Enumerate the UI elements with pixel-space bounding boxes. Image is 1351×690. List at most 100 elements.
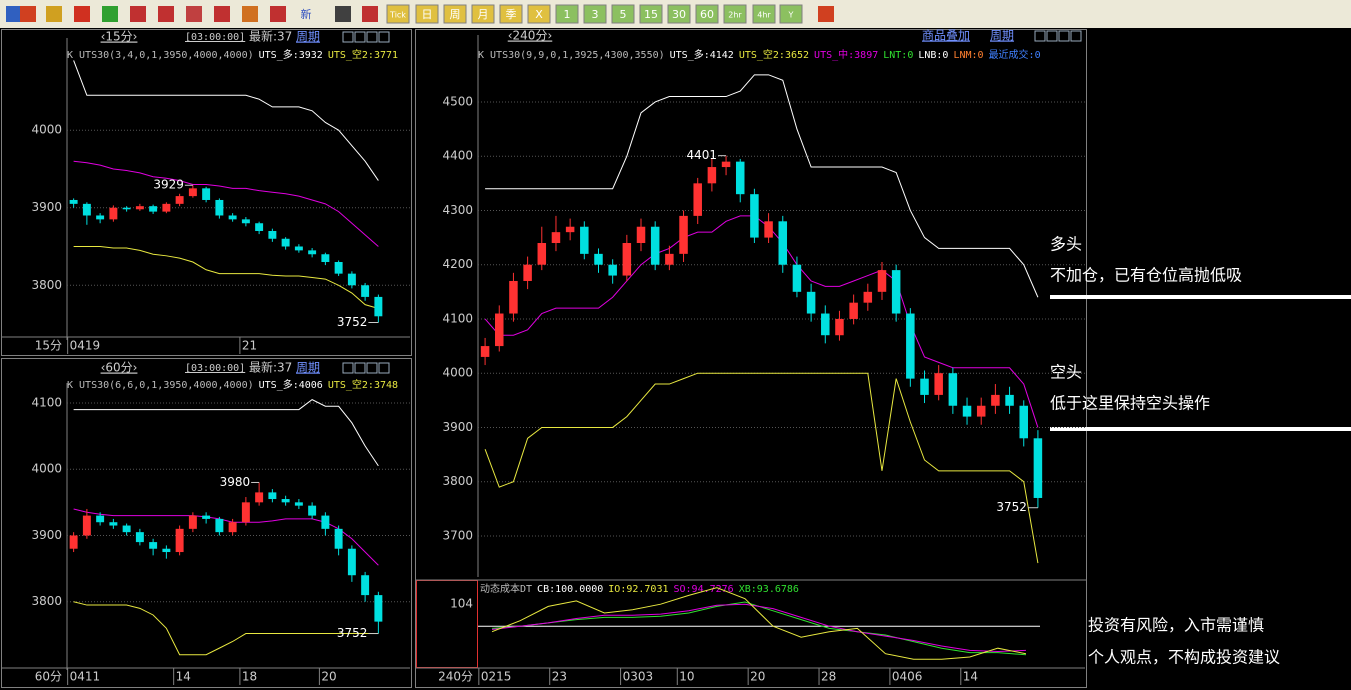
window-button[interactable] (1070, 30, 1082, 42)
candle-body (202, 188, 211, 200)
panel-border (415, 29, 1087, 688)
toolbar-button[interactable] (639, 4, 663, 24)
x-tick-label: 21 (242, 339, 257, 353)
x-tick-label: 10 (679, 670, 694, 684)
window-button[interactable] (354, 362, 366, 374)
low-label: 3752 (337, 626, 368, 640)
toolbar-button[interactable] (667, 4, 691, 24)
candle-body (162, 548, 171, 553)
y-tick-label: 4000 (442, 366, 473, 380)
candle-body (202, 515, 211, 519)
toolbar-button[interactable] (555, 4, 579, 24)
candle-body (228, 215, 237, 220)
toolbar-button[interactable] (499, 4, 523, 24)
info-line: 动态成本DT CB:100.0000 IO:92.7031 SO:94.7276 XB:… (480, 582, 799, 595)
window-button[interactable] (1034, 30, 1046, 42)
window-button[interactable] (1058, 30, 1070, 42)
period-tab[interactable]: ‹240分› (508, 29, 553, 43)
toolbar-button[interactable] (415, 4, 439, 24)
window-button[interactable] (354, 31, 366, 43)
candle-body (906, 313, 915, 379)
toolbar-label[interactable]: 日 (422, 8, 433, 21)
candle-body (135, 532, 144, 543)
info-item: LNB:0 (918, 50, 948, 61)
toolbar-label[interactable]: 月 (478, 8, 489, 21)
toolbar-label[interactable]: 周 (450, 8, 461, 21)
header-overlay[interactable]: 商品叠加 (922, 28, 970, 43)
candle-body (1005, 394, 1014, 406)
candle-body (863, 291, 873, 303)
toolbar-label[interactable]: 15 (644, 8, 658, 21)
candle-body (268, 230, 277, 239)
x-tick-label: 0411 (70, 670, 101, 684)
y-tick-label: 3900 (31, 528, 62, 542)
period-tab[interactable]: ‹60分› (101, 361, 138, 375)
toolbar-label[interactable]: 1 (564, 8, 571, 21)
candle-body (608, 264, 617, 276)
toolbar-button[interactable] (611, 4, 635, 24)
toolbar-button[interactable] (527, 4, 551, 24)
candle-body (109, 522, 118, 526)
window-button[interactable] (1046, 30, 1058, 42)
toolbar-label[interactable]: 60 (700, 8, 714, 21)
info-line: K UTS30(3,4,0,1,3950,4000,4000) UTS_多:393… (67, 48, 398, 61)
toolbar-label[interactable]: 30 (672, 8, 686, 21)
toolbar-button[interactable] (386, 4, 410, 24)
toolbar-label[interactable]: 4hr (757, 11, 771, 20)
window-button[interactable] (366, 362, 378, 374)
info-item: XB:93.6786 (739, 584, 799, 595)
toolbar-button[interactable] (471, 4, 495, 24)
panel-border (1, 358, 412, 688)
y-tick-label: 4100 (442, 311, 473, 325)
toolbar-button[interactable] (443, 4, 467, 24)
info-item: CB:100.0000 (537, 584, 603, 595)
candle-body (268, 492, 277, 500)
window-button[interactable] (342, 31, 354, 43)
candle-body (149, 206, 158, 212)
candle-body (374, 296, 383, 317)
toolbar-button[interactable] (752, 4, 776, 24)
toolbar-button[interactable] (779, 4, 803, 24)
header-cycle[interactable]: 周期 (296, 30, 320, 44)
candle-body (580, 226, 589, 254)
info-item: UTS_多:4006 (259, 378, 323, 391)
y-tick-label: 3800 (31, 278, 62, 292)
x-tick-label: 18 (242, 670, 257, 684)
header-cycle[interactable]: 周期 (296, 361, 320, 375)
period-tab[interactable]: ‹15分› (101, 30, 138, 44)
toolbar-label[interactable]: X (535, 8, 543, 21)
period-label: 240分 (438, 670, 473, 684)
toolbar-label[interactable]: Tick (389, 11, 406, 20)
window-button[interactable] (378, 31, 390, 43)
toolbar-button[interactable] (583, 4, 607, 24)
toolbar-label[interactable]: 3 (592, 8, 599, 21)
header-latest: 最新:37 (249, 360, 292, 375)
toolbar-label[interactable]: 2hr (728, 11, 742, 20)
toolbar-label[interactable]: 新 (301, 7, 312, 21)
toolbar-button[interactable] (723, 4, 747, 24)
info-item: SO:94.7276 (674, 584, 734, 595)
toolbar-label[interactable]: 5 (620, 8, 627, 21)
x-tick-label: 0215 (481, 670, 512, 684)
candle-body (509, 280, 518, 314)
candle-body (523, 264, 532, 281)
info-line: K UTS30(9,9,0,1,3925,4300,3550) UTS_多:414… (478, 48, 1041, 61)
y-tick-label: 4500 (442, 94, 473, 108)
info-item: K UTS30(6,6,0,1,3950,4000,4000) (67, 380, 254, 391)
window-button[interactable] (378, 362, 390, 374)
candle-body (294, 502, 303, 506)
indicator-line (491, 603, 1026, 653)
window-button[interactable] (342, 362, 354, 374)
toolbar-button[interactable] (695, 4, 719, 24)
toolbar-label[interactable]: 季 (506, 8, 517, 21)
info-item: LNM:0 (953, 50, 983, 61)
candle-body (149, 542, 158, 549)
low-label: 3752 (337, 315, 368, 329)
window-button[interactable] (366, 31, 378, 43)
indicator-line (73, 399, 379, 467)
toolbar-label[interactable]: Y (788, 11, 794, 20)
header-cycle[interactable]: 周期 (990, 29, 1014, 43)
candle-body (361, 285, 370, 297)
info-item: K UTS30(3,4,0,1,3950,4000,4000) (67, 50, 254, 61)
header-latest: 最新:37 (249, 29, 292, 44)
